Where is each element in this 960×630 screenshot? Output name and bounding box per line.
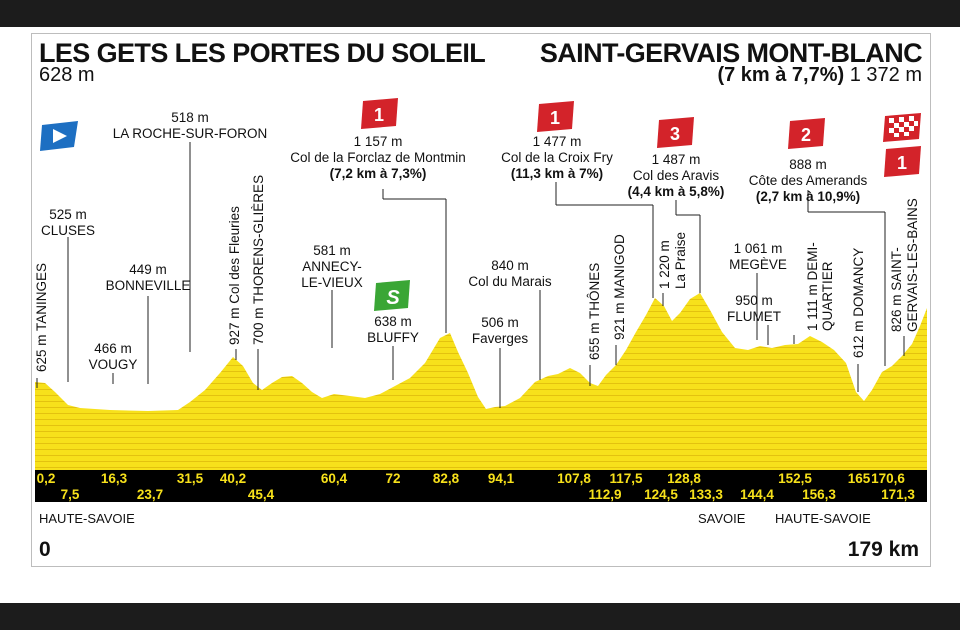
- point-thones: 655 m THÔNES: [587, 262, 602, 360]
- start-flag-icon: [40, 121, 78, 151]
- finish-climb: (7 km à 7,7%) 1 372 m: [717, 64, 922, 87]
- sprint-label: S: [386, 287, 400, 309]
- region-haute-savoie-2: HAUTE-SAVOIE: [775, 511, 871, 526]
- point-forclaz: 1 157 m Col de la Forclaz de Montmin (7,2 …: [290, 134, 466, 181]
- km-mark: 117,5: [609, 471, 643, 486]
- km-mark: 107,8: [557, 471, 591, 486]
- km-mark: 7,5: [60, 487, 80, 502]
- km-mark: 152,5: [778, 471, 812, 486]
- point-saint-gervais-b: GERVAIS-LES-BAINS: [905, 198, 920, 332]
- km-mark: 124,5: [644, 487, 678, 502]
- km-mark: 144,4: [740, 487, 774, 502]
- point-la-praise: La Praise: [673, 231, 688, 289]
- region-haute-savoie-1: HAUTE-SAVOIE: [39, 511, 135, 526]
- badge-amerands-icon: 2: [788, 118, 825, 149]
- badge-aravis-icon: 3: [657, 117, 694, 148]
- km-mark: 156,3: [802, 487, 836, 502]
- badge-croix-fry-icon: 1: [537, 101, 574, 132]
- km-mark: 94,1: [487, 471, 515, 486]
- point-aravis: 1 487 m Col des Aravis (4,4 km à 5,8%): [627, 152, 725, 199]
- km-mark: 171,3: [881, 487, 915, 502]
- point-amerands: 888 m Côte des Amerands (2,7 km à 10,9%): [748, 157, 868, 204]
- km-mark: 31,5: [176, 471, 204, 486]
- finish-altitude: 1 372 m: [849, 64, 922, 86]
- badge-finish-icon: 1: [884, 146, 921, 177]
- km-mark: 16,3: [100, 471, 128, 486]
- point-taninges: 625 m TANINGES: [34, 262, 49, 372]
- km-mark: 82,8: [432, 471, 460, 486]
- point-cluses: 525 m CLUSES: [40, 207, 96, 238]
- sprint-icon: S: [374, 280, 410, 311]
- km-mark: 60,4: [320, 471, 348, 486]
- badge-amerands-label: 2: [801, 125, 811, 145]
- point-faverges: 506 m Faverges: [471, 315, 529, 346]
- km-mark: 23,7: [136, 487, 164, 502]
- point-croix-fry: 1 477 m Col de la Croix Fry (11,3 km à 7%): [501, 134, 613, 181]
- finish-flag-icon: [883, 113, 921, 142]
- point-manigod: 921 m MANIGOD: [612, 234, 627, 340]
- start-town: LES GETS LES PORTES DU SOLEIL: [39, 38, 486, 68]
- point-domancy: 612 m DOMANCY: [851, 247, 866, 358]
- finish-climb-detail: (7 km à 7,7%): [717, 64, 845, 86]
- km-mark: 170,6: [871, 471, 905, 486]
- point-vougy: 466 m VOUGY: [88, 341, 138, 372]
- badge-finish-label: 1: [897, 153, 907, 173]
- badge-forclaz-icon: 1: [361, 98, 398, 129]
- km-mark: 45,4: [247, 487, 275, 502]
- km-mark: 165: [847, 471, 871, 486]
- badge-croix-fry-label: 1: [550, 108, 560, 128]
- point-flumet: 950 m FLUMET: [727, 293, 781, 324]
- point-megeve: 1 061 m MEGÈVE: [729, 241, 787, 272]
- point-demi-quartier-b: QUARTIER: [820, 261, 835, 331]
- elevation-area: [35, 293, 927, 470]
- point-bluffy: 638 m BLUFFY: [367, 314, 419, 345]
- point-col-des-fleuries: 927 m Col des Fleuries: [227, 206, 242, 345]
- distance-end: 179 km: [847, 538, 919, 561]
- badge-forclaz-label: 1: [374, 105, 384, 125]
- point-bonneville: 449 m BONNEVILLE: [105, 262, 191, 293]
- point-thorens: 700 m THORENS-GLIÈRES: [251, 174, 266, 345]
- point-la-praise-alt: 1 220 m: [657, 240, 672, 289]
- km-mark: 112,9: [588, 487, 622, 502]
- distance-start: 0: [39, 538, 51, 561]
- km-mark: 40,2: [219, 471, 247, 486]
- km-band: [35, 470, 927, 502]
- start-altitude: 628 m: [39, 64, 95, 86]
- km-mark: 128,8: [667, 471, 701, 486]
- point-annecy: 581 m ANNECY- LE-VIEUX: [301, 243, 363, 290]
- leader-lines: [36, 142, 905, 408]
- badge-aravis-label: 3: [670, 124, 680, 144]
- km-mark: 133,3: [689, 487, 723, 502]
- point-saint-gervais-a: 826 m SAINT-: [889, 247, 904, 332]
- km-mark: 72: [385, 471, 401, 486]
- profile-frame: [31, 33, 931, 567]
- point-demi-quartier-a: 1 111 m DEMI-: [805, 242, 820, 331]
- region-savoie: SAVOIE: [698, 511, 746, 526]
- km-mark: 0,2: [36, 471, 56, 486]
- point-la-roche: 518 m LA ROCHE-SUR-FORON: [112, 110, 268, 141]
- finish-town: SAINT-GERVAIS MONT-BLANC: [539, 38, 923, 68]
- point-col-du-marais: 840 m Col du Marais: [468, 258, 552, 289]
